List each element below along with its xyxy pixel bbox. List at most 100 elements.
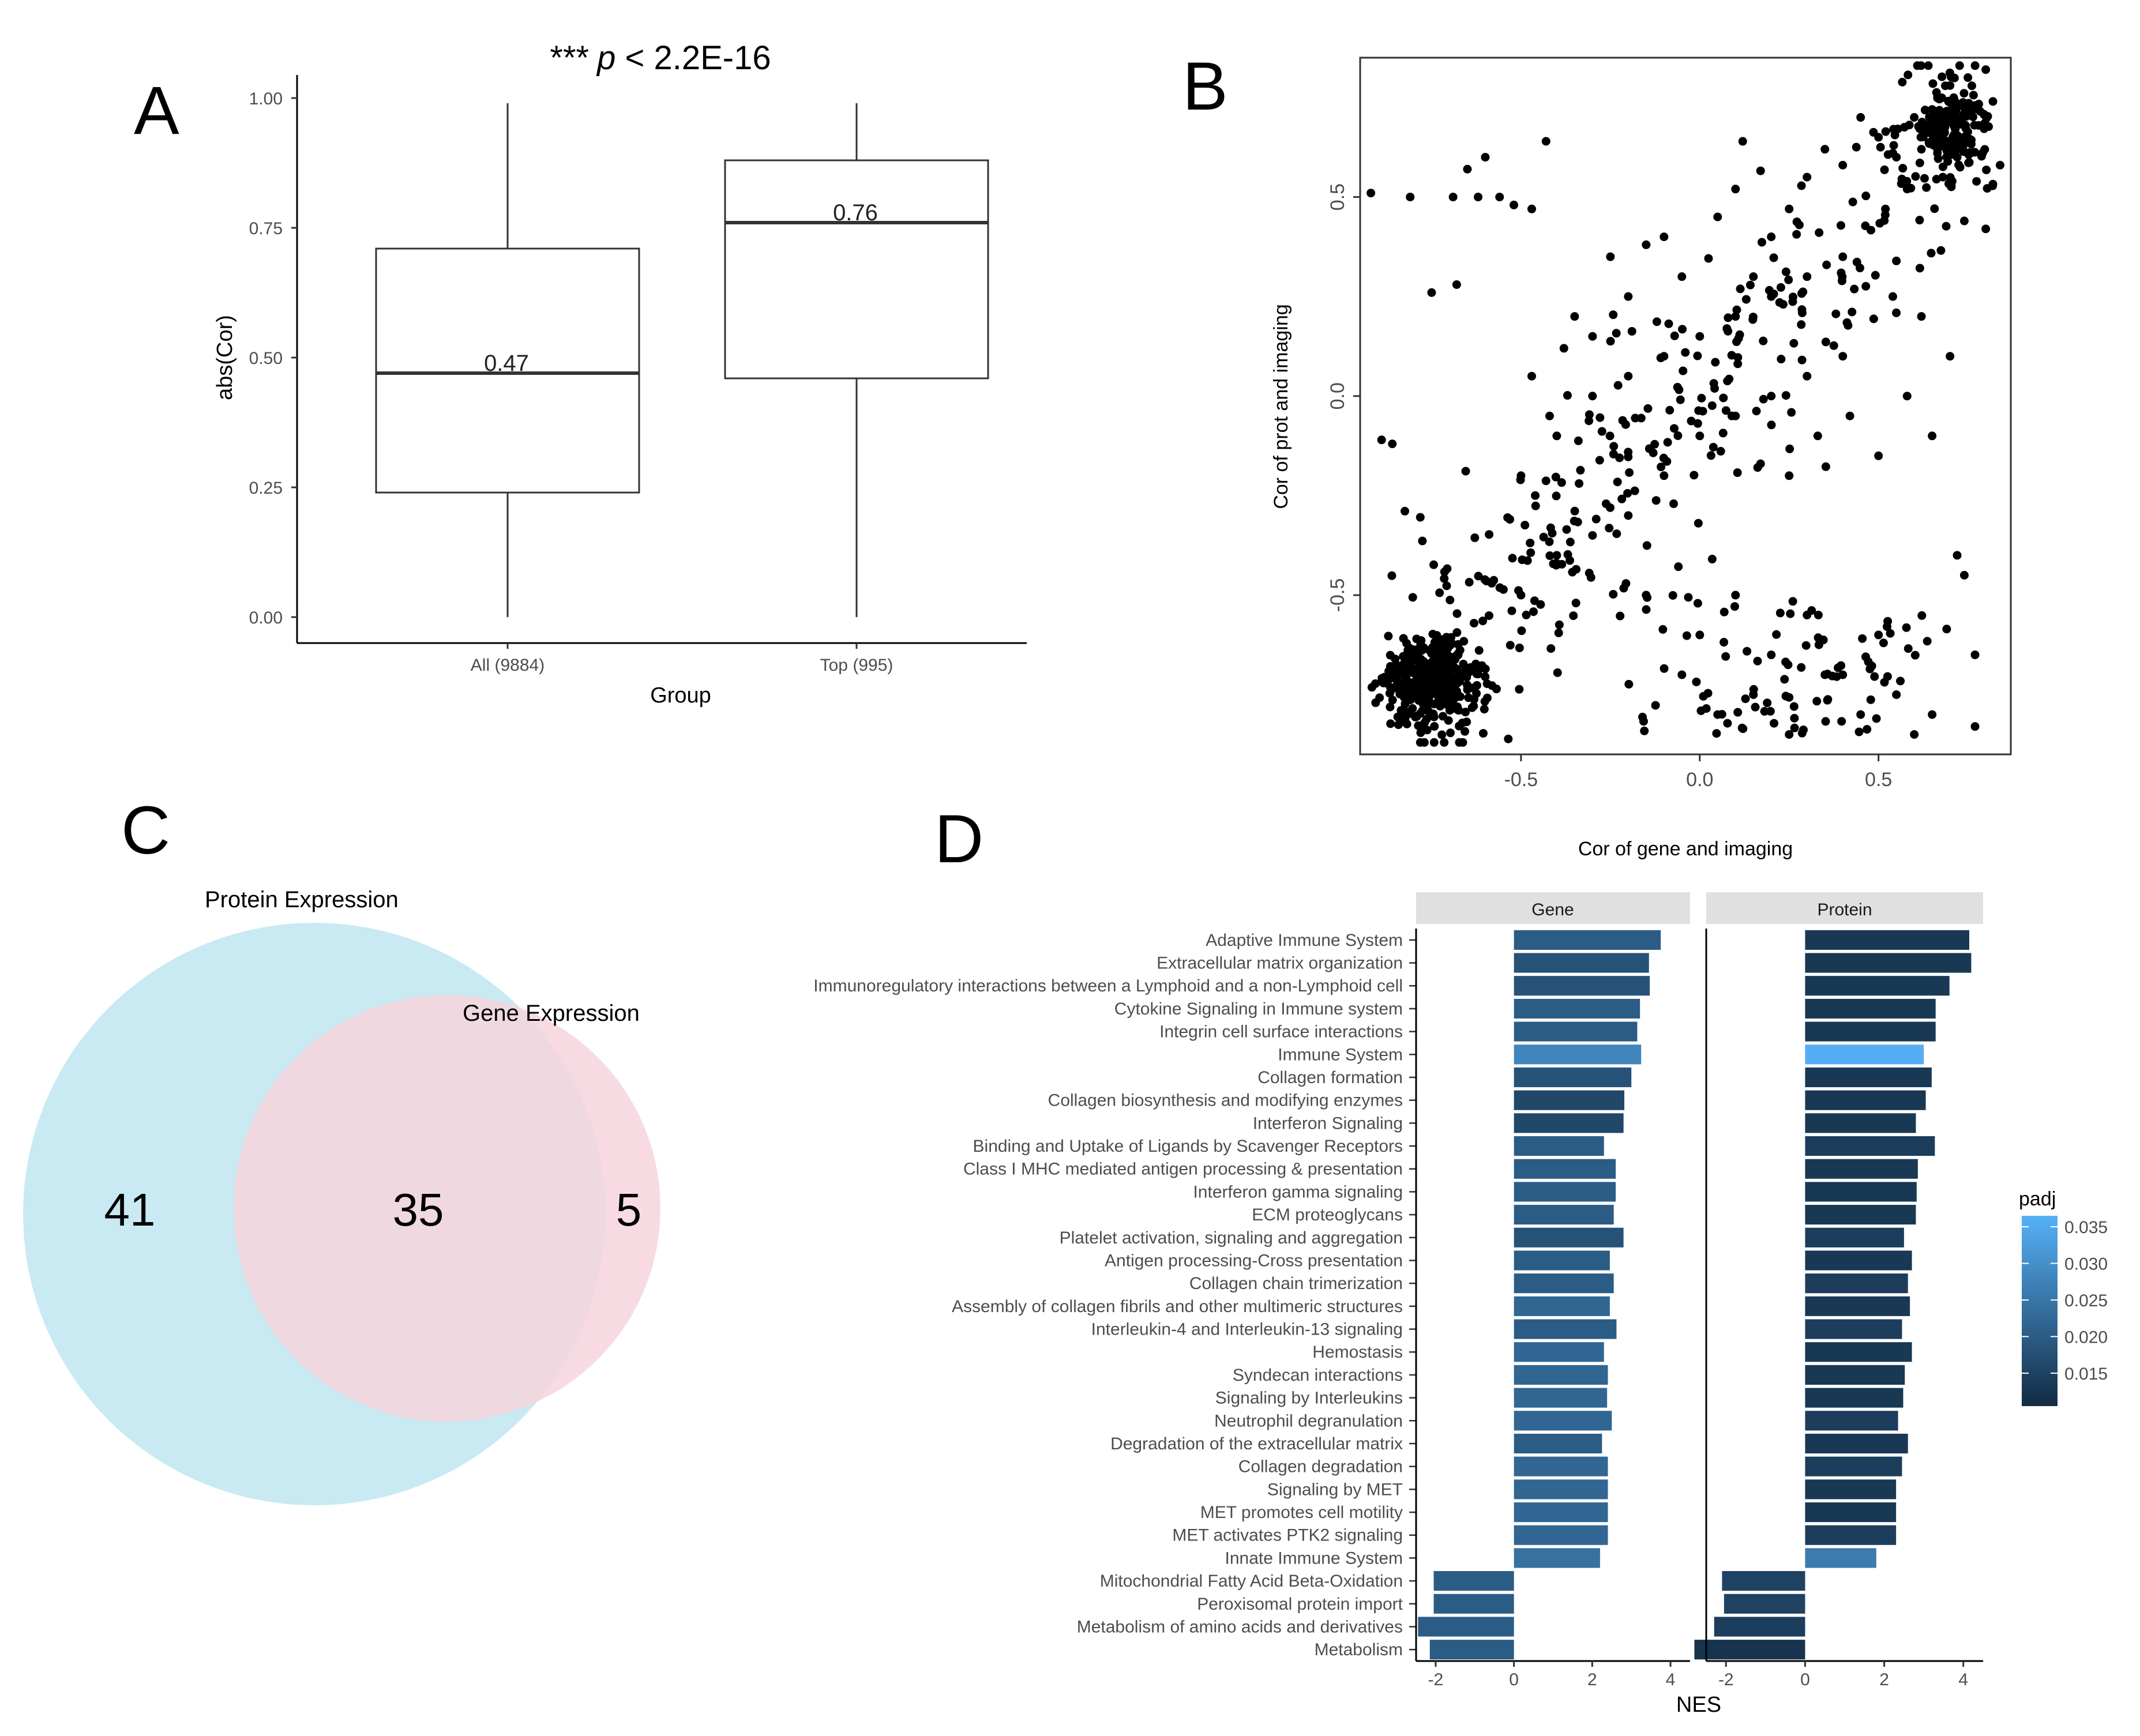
scatter-point: [1435, 588, 1444, 598]
scatter-point: [1872, 714, 1881, 723]
pathway-label: Immune System: [1278, 1045, 1403, 1064]
scatter-point: [1856, 710, 1865, 719]
scatter-point: [1408, 593, 1417, 602]
venn-label-protein: Protein Expression: [205, 887, 399, 912]
scatter-point: [1900, 123, 1909, 132]
nes-bar: [1514, 1250, 1610, 1271]
scatter-point: [1663, 438, 1672, 447]
scatter-point: [1764, 285, 1774, 295]
scatter-point: [1781, 267, 1790, 276]
scatter-point: [1665, 405, 1675, 415]
scatter-point: [1624, 292, 1633, 301]
scatter-point: [1732, 305, 1741, 314]
scatter-point: [1959, 570, 1969, 580]
nes-bar: [1805, 1090, 1926, 1110]
scatter-point: [1721, 406, 1730, 415]
legend-tick-label: 0.025: [2064, 1291, 2108, 1310]
scatter-point: [1670, 331, 1679, 340]
scatter-point: [1753, 463, 1762, 472]
panel-d-x-tick-label: 4: [1958, 1670, 1968, 1689]
scatter-point: [1640, 726, 1649, 735]
scatter-point: [1499, 585, 1508, 594]
panel-b-y-tick-label: 0.0: [1327, 382, 1349, 409]
scatter-point: [1938, 162, 1947, 171]
pathway-label: Mitochondrial Fatty Acid Beta-Oxidation: [1100, 1572, 1403, 1591]
scatter-point: [1536, 600, 1545, 609]
scatter-point: [1932, 88, 1941, 97]
scatter-point: [1366, 189, 1376, 198]
padj-legend: padj 0.035 0.030 0.025 0.020 0.015: [2019, 1188, 2108, 1406]
scatter-point: [1394, 677, 1403, 686]
scatter-point: [1411, 664, 1420, 674]
scatter-point: [1706, 451, 1715, 460]
scatter-point: [1759, 336, 1768, 345]
scatter-point: [1733, 468, 1742, 478]
scatter-point: [1963, 73, 1973, 82]
box-median-label: 0.76: [833, 200, 878, 226]
scatter-point: [1456, 692, 1465, 701]
scatter-point: [1814, 633, 1823, 642]
venn-count-both: 35: [393, 1184, 444, 1235]
scatter-point: [1943, 150, 1953, 159]
scatter-point: [1946, 72, 1955, 81]
scatter-point: [1652, 317, 1661, 326]
scatter-point: [1551, 472, 1560, 482]
nes-bar: [1805, 953, 1972, 973]
scatter-point: [1570, 312, 1579, 321]
scatter-point: [1651, 701, 1660, 710]
scatter-point: [1780, 675, 1789, 684]
scatter-point: [1743, 647, 1752, 656]
panel-a-y-tick-label: 0.50: [249, 349, 283, 368]
scatter-point: [1388, 684, 1398, 693]
scatter-point: [1745, 280, 1755, 290]
scatter-point: [1718, 429, 1728, 438]
panel-b-x-tick-label: 0.0: [1686, 769, 1713, 791]
scatter-point: [1874, 630, 1883, 640]
scatter-point: [1892, 690, 1901, 699]
scatter-point: [1609, 442, 1619, 451]
nes-bar: [1805, 1296, 1910, 1316]
scatter-point: [1694, 518, 1703, 528]
nes-bar: [1805, 1021, 1936, 1042]
scatter-point: [1445, 706, 1454, 715]
scatter-point: [1624, 679, 1634, 689]
nes-bar: [1514, 1548, 1600, 1568]
panel-b-y-tick-label: -0.5: [1327, 578, 1349, 613]
scatter-point: [1981, 65, 1991, 74]
scatter-point: [1575, 479, 1584, 488]
scatter-point: [1821, 462, 1830, 471]
panel-a-y-tick-label: 0.25: [249, 479, 283, 498]
scatter-point: [1481, 153, 1490, 162]
facet-strip-protein: [1706, 892, 1983, 924]
nes-bar: [1514, 1273, 1614, 1294]
nes-bar: [1805, 1136, 1935, 1156]
scatter-point: [1848, 307, 1857, 317]
scatter-point: [1792, 230, 1801, 239]
scatter-point: [1492, 685, 1501, 694]
scatter-point: [1869, 127, 1878, 137]
scatter-point: [1642, 240, 1651, 249]
pathway-label: Degradation of the extracellular matrix: [1110, 1434, 1403, 1453]
scatter-point: [1658, 625, 1668, 634]
scatter-point: [1505, 641, 1515, 650]
scatter-point: [1606, 337, 1615, 346]
scatter-point: [1545, 537, 1554, 546]
scatter-point: [1425, 646, 1435, 655]
scatter-point: [1974, 99, 1983, 108]
scatter-point: [1788, 297, 1797, 306]
panel-a-y-tick-label: 1.00: [249, 89, 283, 108]
panel-d-x-tick-label: -2: [1718, 1670, 1734, 1689]
scatter-point: [1938, 72, 1947, 81]
nes-bar: [1514, 1205, 1614, 1225]
pathway-label: Interleukin-4 and Interleukin-13 signali…: [1091, 1320, 1403, 1339]
scatter-point: [1716, 446, 1725, 456]
panel-b-y-tick-label: 0.5: [1327, 183, 1349, 211]
scatter-point: [1656, 354, 1665, 363]
scatter-point: [1697, 393, 1706, 403]
panel-a-y-tick-label: 0.75: [249, 219, 283, 238]
scatter-point: [1555, 620, 1564, 629]
scatter-point: [1386, 719, 1395, 728]
nes-bar: [1514, 1433, 1602, 1454]
scatter-point: [1733, 359, 1743, 369]
scatter-point: [1959, 89, 1969, 98]
